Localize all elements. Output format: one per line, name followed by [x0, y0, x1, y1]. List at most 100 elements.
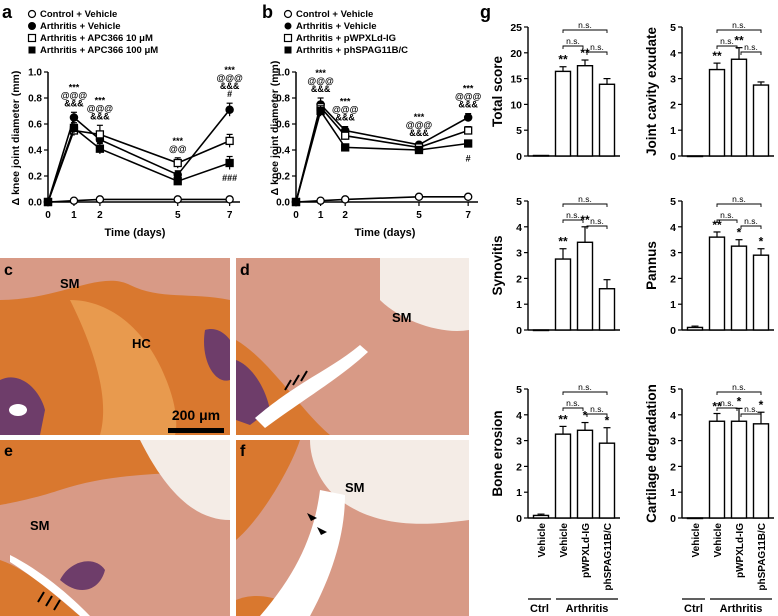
line-chart-b: 0.00.20.40.60.81.00 1 2 5 7***@@@&&&***@@@&&… — [276, 68, 481, 222]
significance-mark: * — [583, 409, 588, 423]
ns-bracket — [586, 51, 608, 55]
bone-marrow — [236, 360, 270, 425]
x-tick-label: 5 — [416, 210, 422, 221]
ns-label: n.s. — [732, 382, 746, 392]
x-tick-label: 2 — [97, 210, 103, 221]
y-tick-label: 5 — [516, 125, 522, 137]
series-line — [295, 105, 469, 203]
significance-mark: @@@ — [61, 90, 88, 100]
data-point — [291, 197, 301, 207]
y-tick-label: 2 — [670, 461, 676, 473]
data-point — [316, 196, 325, 205]
joint-cavity — [255, 345, 368, 428]
significance-mark: *** — [224, 65, 235, 75]
y-tick-label: 1 — [516, 487, 522, 499]
significance-mark: *** — [69, 82, 80, 92]
ns-label: n.s. — [744, 42, 758, 52]
y-tick-label: 0.6 — [28, 120, 42, 131]
bone-tissue — [0, 560, 80, 616]
significance-mark: ** — [558, 53, 568, 67]
series-line — [295, 109, 469, 203]
y-tick-label: 5 — [670, 22, 676, 34]
panel-letter-c: c — [4, 262, 13, 279]
bar — [686, 326, 704, 331]
data-point — [340, 195, 350, 204]
x-category-label: Vehicle — [537, 523, 548, 558]
ns-bracket — [562, 391, 608, 395]
cartilage-tissue — [70, 300, 177, 435]
x-tick-label: 2 — [342, 210, 348, 221]
metric-label: Synovitis — [490, 235, 505, 295]
adipose-tissue — [310, 440, 469, 524]
significance-mark: *** — [95, 95, 106, 105]
y-tick-label: 5 — [516, 196, 522, 208]
series-line — [47, 126, 230, 203]
x-tick-label: 1 — [318, 210, 324, 221]
significance-mark: @@@ — [87, 103, 114, 113]
y-tick-label: 2 — [670, 273, 676, 285]
data-point — [173, 158, 182, 168]
group-label-ctrl: Ctrl — [530, 603, 549, 615]
ns-bracket — [586, 413, 608, 417]
y-tick-label: 1.0 — [276, 68, 290, 79]
x-tick-label: 7 — [465, 210, 471, 221]
ns-label: n.s. — [578, 382, 592, 392]
significance-mark: ** — [580, 213, 590, 227]
x-tick-label: 1 — [71, 210, 77, 221]
y-tick-label: 1 — [670, 125, 676, 137]
legend-marker-filled-circle — [28, 22, 36, 30]
ns-bracket — [562, 203, 608, 207]
y-tick-label: 2 — [670, 99, 676, 111]
micrograph-c: SM HC 200 μm — [0, 258, 230, 435]
significance-mark: *** — [463, 84, 474, 94]
significance-mark: ** — [712, 218, 722, 232]
bar — [752, 423, 770, 519]
ns-bracket — [740, 225, 762, 229]
x-category-label: Vehicle — [691, 523, 702, 558]
data-point — [341, 131, 350, 140]
bar — [686, 517, 704, 520]
panel-letter-d: d — [240, 262, 250, 279]
x-tick-label: 0 — [45, 210, 51, 221]
y-tick-label: 0 — [516, 513, 522, 525]
y-tick-label: 2 — [516, 273, 522, 285]
ns-label: n.s. — [566, 36, 580, 46]
x-category-label: pWPXLd-IG — [581, 523, 592, 578]
y-tick-label: 4 — [670, 410, 676, 422]
bar — [730, 58, 748, 157]
y-tick-label: 0.4 — [28, 146, 42, 157]
y-tick-label: 0.4 — [276, 146, 290, 157]
y-tick-label: 4 — [670, 48, 676, 60]
x-tick-label: 5 — [175, 210, 181, 221]
ns-label: n.s. — [590, 404, 604, 414]
y-tick-label: 5 — [670, 196, 676, 208]
bar — [554, 433, 572, 519]
y-tick-label: 0.2 — [276, 172, 290, 183]
ns-bracket — [586, 225, 608, 229]
data-point — [225, 195, 234, 204]
ns-bracket — [716, 29, 762, 33]
micrograph-e: SM — [0, 440, 230, 616]
legend-item: Control + Vehicle — [40, 9, 117, 20]
adipose-tissue — [380, 258, 469, 331]
legend-item: Arthritis + APC366 10 μM — [40, 33, 153, 44]
significance-mark: * — [759, 398, 764, 412]
ns-bracket — [740, 51, 762, 55]
data-point — [95, 195, 105, 204]
series-line — [47, 129, 230, 203]
y-tick-label: 0 — [670, 151, 676, 163]
significance-mark: ** — [734, 34, 744, 48]
y-axis-label-b: Δ knee joint diameter (mm) — [269, 61, 281, 196]
group-labels-left: Ctrl Arthritis — [528, 598, 618, 615]
y-tick-label: 3 — [516, 436, 522, 448]
bar — [576, 64, 594, 157]
legend-marker-filled-square — [284, 46, 292, 54]
significance-mark: ** — [558, 412, 568, 426]
data-point — [463, 192, 473, 202]
legend-marker-open-circle — [27, 9, 37, 19]
y-tick-label: 5 — [670, 384, 676, 396]
significance-mark: *** — [172, 136, 183, 146]
data-point — [463, 113, 473, 122]
